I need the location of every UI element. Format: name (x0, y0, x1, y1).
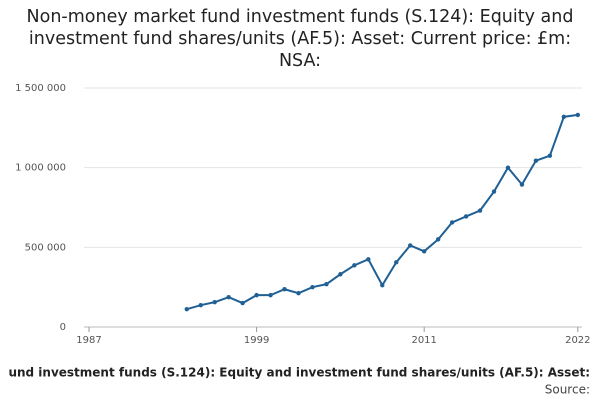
data-point (226, 295, 231, 300)
data-point (268, 292, 273, 298)
data-point (310, 284, 315, 290)
data-point (240, 300, 245, 306)
data-point (198, 302, 203, 308)
x-tick-label: 1987 (76, 335, 101, 346)
y-tick-label: 500 000 (25, 242, 66, 253)
data-line (186, 113, 578, 311)
y-tick-label: 1 000 000 (15, 163, 66, 174)
data-point (575, 112, 581, 118)
data-point (477, 208, 483, 213)
data-point (380, 283, 385, 288)
source: Source: (545, 383, 590, 397)
data-point (533, 158, 539, 163)
x-tick-label: 2011 (411, 335, 436, 346)
data-point (338, 272, 343, 277)
data-point (505, 165, 511, 170)
data-point (212, 299, 217, 305)
data-point (435, 237, 441, 242)
data-point (491, 189, 497, 194)
data-point (254, 292, 259, 298)
data-point (547, 153, 553, 158)
data-point (463, 214, 469, 219)
data-point (184, 306, 189, 312)
data-point (394, 260, 399, 265)
x-tick-label: 2022 (565, 335, 590, 346)
x-axis-label: und investment funds (S.124): Equity and… (8, 366, 590, 380)
data-point (561, 114, 567, 120)
x-tick-label: 1999 (244, 335, 269, 346)
data-point (324, 281, 329, 287)
y-tick-label: 1 500 000 (15, 83, 66, 94)
data-point (366, 257, 371, 262)
data-point (296, 291, 301, 296)
data-point (352, 263, 357, 268)
data-point (408, 243, 413, 248)
y-tick-label: 0 (60, 322, 66, 333)
data-point (421, 249, 427, 254)
data-point (449, 220, 455, 225)
data-point (519, 182, 525, 187)
chart-title: Non-money market fund investment funds (… (26, 7, 574, 71)
data-point (282, 287, 287, 292)
